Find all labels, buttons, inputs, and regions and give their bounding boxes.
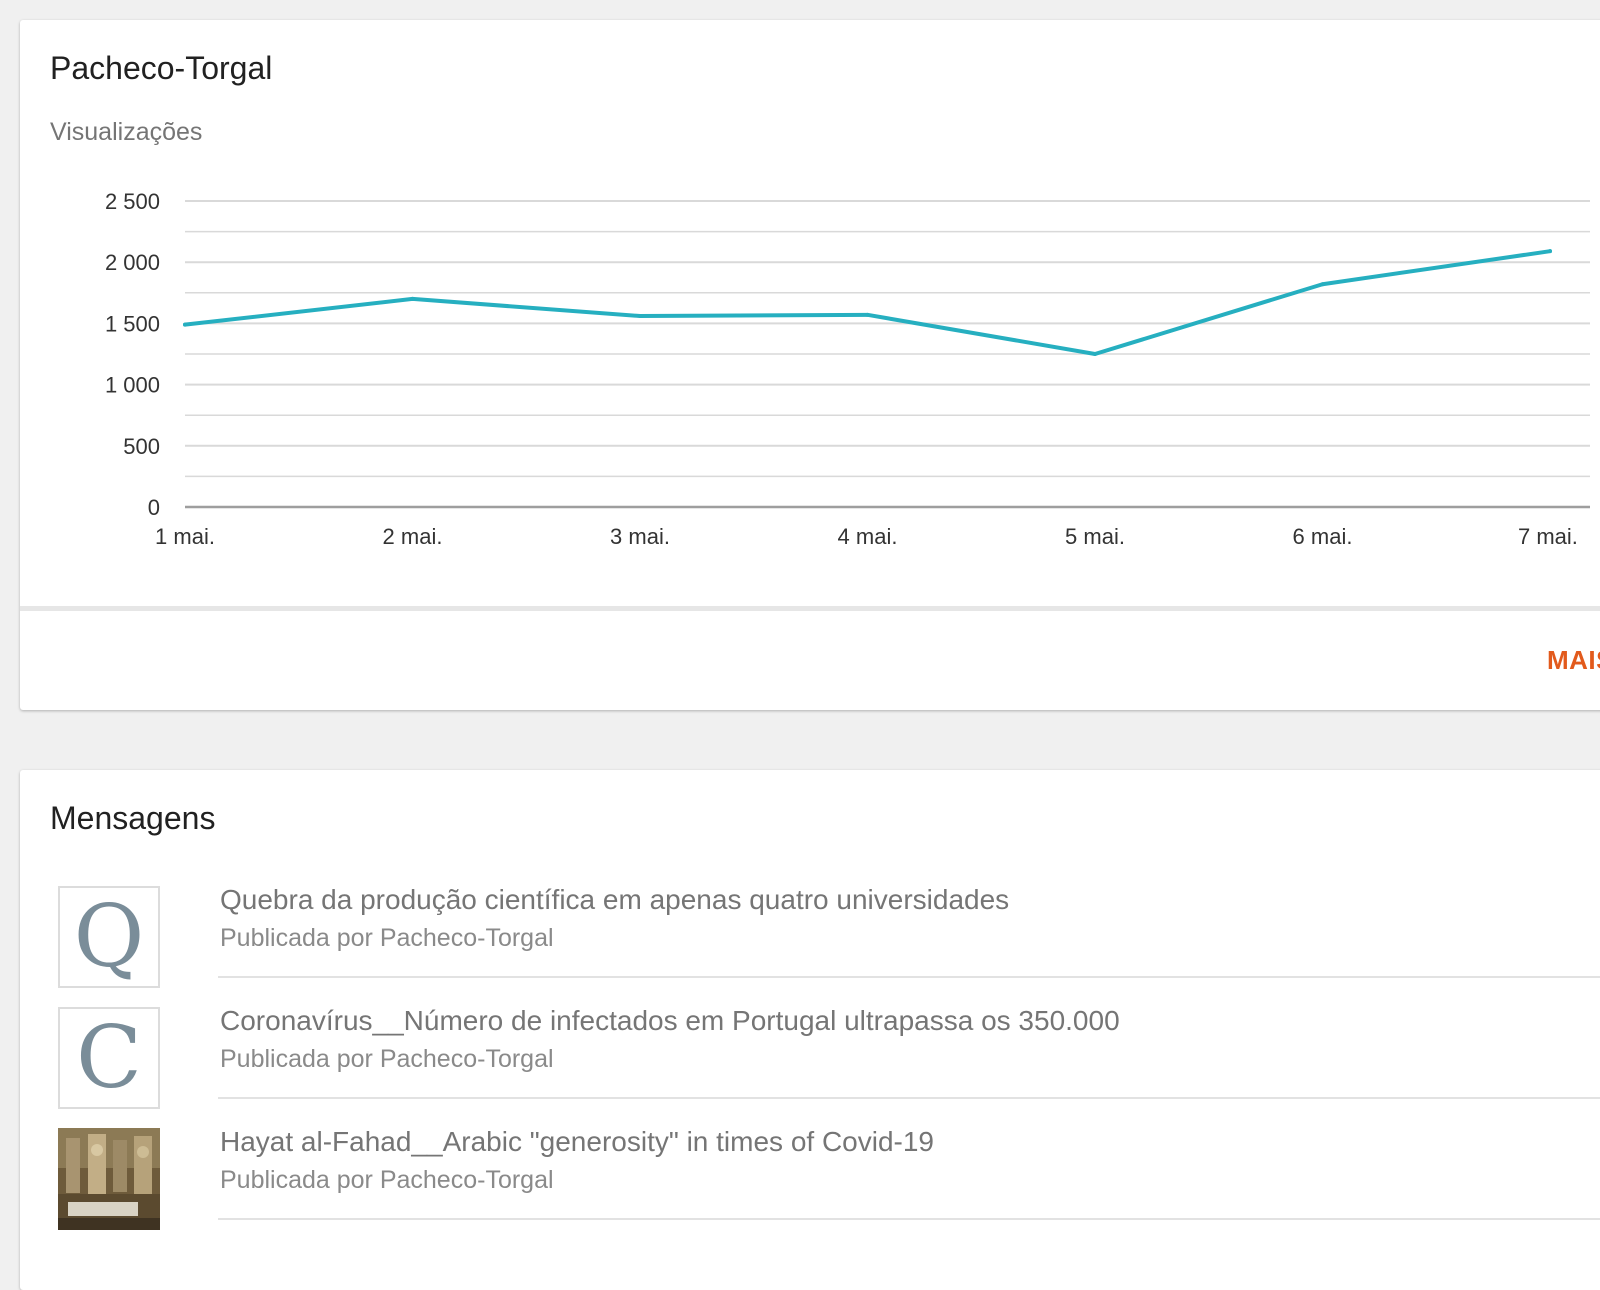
y-tick-label: 2 500 <box>105 189 160 214</box>
stats-card: Pacheco-Torgal Visualizações 0 500 1 000 1 … <box>20 20 1600 710</box>
data-point[interactable] <box>410 296 415 301</box>
x-tick-label: 7 mai. <box>1518 524 1578 549</box>
x-tick-label: 1 mai. <box>155 524 215 549</box>
x-axis-ticks: 1 mai. 2 mai. 3 mai. 4 mai. 5 mai. 6 mai. 7 ma… <box>155 524 1578 549</box>
stats-card-title: Pacheco-Torgal <box>50 50 273 86</box>
x-tick-label: 3 mai. <box>610 524 670 549</box>
y-tick-label: 0 <box>148 495 160 520</box>
photo-thumbnail-image <box>58 1128 160 1230</box>
post-byline: Publicada por Pacheco-Torgal <box>220 1045 554 1073</box>
y-tick-label: 1 500 <box>105 311 160 336</box>
post-thumbnail-photo[interactable] <box>58 1128 160 1230</box>
post-byline: Publicada por Pacheco-Torgal <box>220 1166 554 1194</box>
y-tick-label: 500 <box>123 434 160 459</box>
post-separator <box>218 1218 1600 1220</box>
post-separator <box>218 1097 1600 1099</box>
chart-series <box>183 249 1552 356</box>
post-title-link[interactable]: Quebra da produção científica em apenas … <box>220 884 1010 915</box>
views-series-line <box>183 249 1552 356</box>
data-point[interactable] <box>183 322 187 327</box>
x-tick-label: 5 mai. <box>1065 524 1125 549</box>
card-divider <box>20 606 1600 611</box>
post-list-item[interactable]: C Coronavírus__Número de infectados em P… <box>20 891 1600 1109</box>
data-point[interactable] <box>1548 249 1552 254</box>
post-byline: Publicada por Pacheco-Torgal <box>220 924 554 952</box>
x-tick-label: 4 mai. <box>838 524 898 549</box>
chart-gridlines <box>185 200 1590 509</box>
data-point[interactable] <box>1320 282 1325 287</box>
y-tick-label: 2 000 <box>105 250 160 275</box>
more-button[interactable]: MAIS <box>1547 645 1600 675</box>
post-separator <box>218 976 1600 978</box>
y-tick-label: 1 000 <box>105 373 160 398</box>
posts-card-title: Mensagens <box>50 800 216 836</box>
posts-card: Mensagens Q Quebra da produção científic… <box>20 770 1600 1290</box>
data-point[interactable] <box>638 314 642 319</box>
y-axis-ticks: 0 500 1 000 1 500 2 000 2 500 <box>105 189 160 520</box>
post-thumbnail[interactable]: C <box>58 1007 160 1109</box>
data-point[interactable] <box>865 312 870 317</box>
post-title-link[interactable]: Hayat al-Fahad__Arabic "generosity" in t… <box>220 1126 934 1157</box>
x-tick-label: 6 mai. <box>1293 524 1353 549</box>
data-point[interactable] <box>1093 352 1097 356</box>
post-thumbnail[interactable]: Q <box>58 886 160 988</box>
post-list-item[interactable]: Q Quebra da produção científica em apena… <box>20 770 1600 988</box>
x-tick-label: 2 mai. <box>383 524 443 549</box>
post-title-link[interactable]: Coronavírus__Número de infectados em Por… <box>220 1005 1120 1036</box>
post-list-item[interactable]: Hayat al-Fahad__Arabic "generosity" in t… <box>20 1012 1600 1230</box>
chart-metric-label: Visualizações <box>50 118 203 146</box>
views-line-chart: 0 500 1 000 1 500 2 000 2 500 1 mai. 2 mai. 3 m… <box>105 189 1590 549</box>
